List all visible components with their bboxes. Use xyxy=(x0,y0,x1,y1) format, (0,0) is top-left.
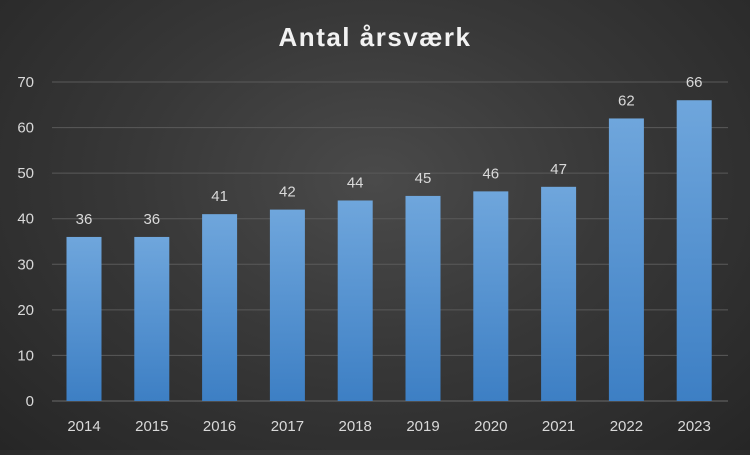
x-tick-label-2020: 2020 xyxy=(474,418,507,435)
y-tick-label: 10 xyxy=(17,347,34,364)
data-label-2016: 41 xyxy=(211,188,228,205)
y-tick-label: 70 xyxy=(17,74,34,91)
bar-2023 xyxy=(676,100,712,401)
data-label-2023: 66 xyxy=(686,74,703,91)
data-label-2022: 62 xyxy=(618,92,635,109)
x-axis: 2014 2015 2016 2017 2018 2019 2020 2021 2022 2023 xyxy=(67,418,711,435)
data-labels: 36 36 41 42 44 45 46 47 62 66 xyxy=(76,74,703,228)
bar-2022 xyxy=(608,118,644,401)
x-tick-label-2023: 2023 xyxy=(678,418,711,435)
x-tick-label-2019: 2019 xyxy=(406,418,439,435)
bar-2015 xyxy=(134,236,170,401)
bar-2020 xyxy=(473,191,509,401)
bars xyxy=(66,100,712,401)
data-label-2020: 46 xyxy=(482,165,499,182)
x-tick-label-2017: 2017 xyxy=(271,418,304,435)
x-tick-label-2016: 2016 xyxy=(203,418,236,435)
y-tick-label: 20 xyxy=(17,302,34,319)
data-label-2017: 42 xyxy=(279,184,296,201)
bar-2019 xyxy=(405,195,441,401)
chart-title: Antal årsværk xyxy=(279,22,472,52)
bar-2017 xyxy=(269,209,305,401)
data-label-2019: 45 xyxy=(415,170,432,187)
bar-2014 xyxy=(66,236,102,401)
data-label-2014: 36 xyxy=(76,211,93,228)
x-tick-label-2014: 2014 xyxy=(67,418,100,435)
y-tick-label: 30 xyxy=(17,256,34,273)
y-axis: 0 10 20 30 40 50 60 70 xyxy=(17,74,34,410)
data-label-2015: 36 xyxy=(143,211,160,228)
data-label-2018: 44 xyxy=(347,174,364,191)
y-tick-label: 50 xyxy=(17,165,34,182)
bar-2021 xyxy=(541,186,577,401)
bar-2016 xyxy=(202,214,238,401)
bar-2018 xyxy=(337,200,373,401)
x-tick-label-2015: 2015 xyxy=(135,418,168,435)
y-tick-label: 40 xyxy=(17,211,34,228)
y-tick-label: 0 xyxy=(26,393,34,410)
x-tick-label-2021: 2021 xyxy=(542,418,575,435)
x-tick-label-2018: 2018 xyxy=(339,418,372,435)
y-tick-label: 60 xyxy=(17,120,34,137)
x-tick-label-2022: 2022 xyxy=(610,418,643,435)
data-label-2021: 47 xyxy=(550,161,567,178)
